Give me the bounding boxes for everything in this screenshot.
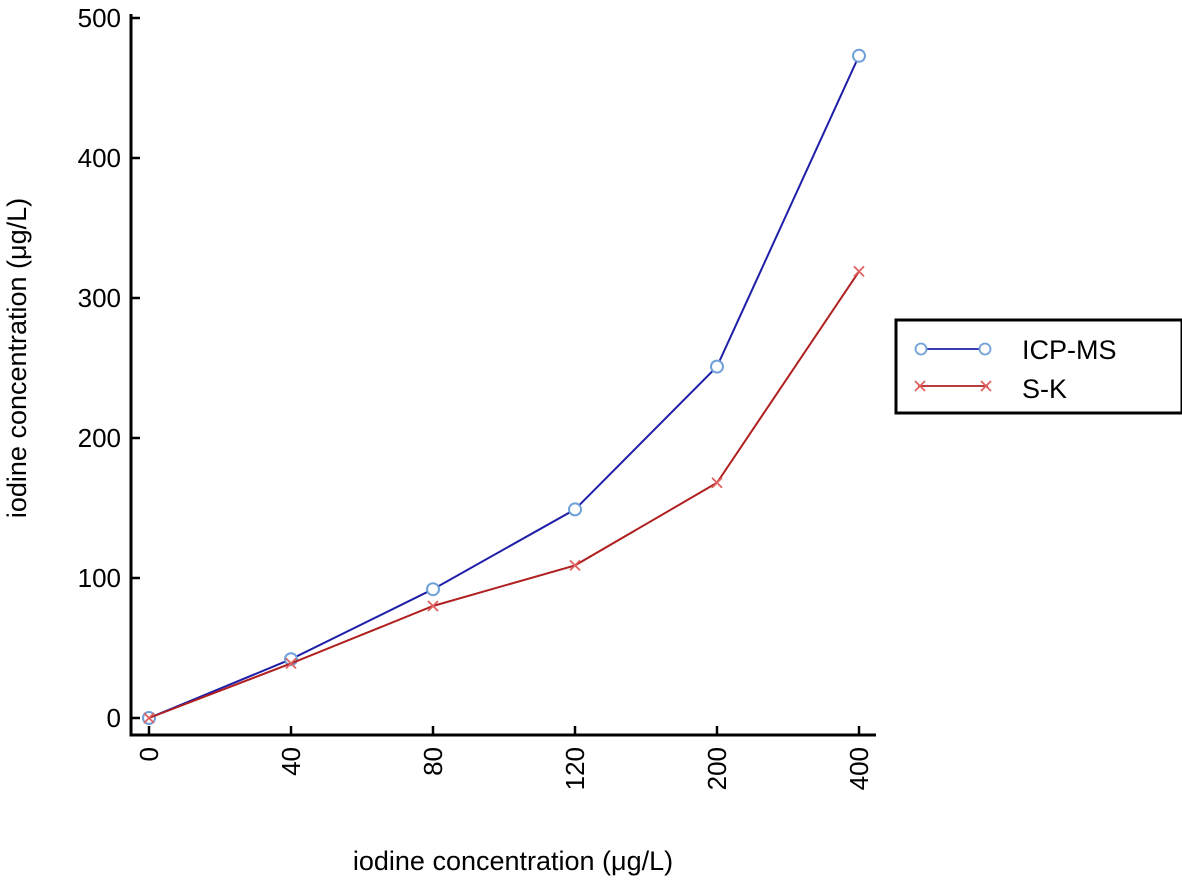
series-s-k <box>143 265 865 724</box>
data-point-s-k <box>285 657 297 670</box>
data-point-s-k <box>711 477 723 489</box>
series-line-s-k <box>148 270 860 719</box>
series-line-icp-ms <box>148 55 860 719</box>
x-tick-label: 40 <box>276 747 306 776</box>
data-point-s-k <box>427 600 439 612</box>
legend-marker-s-k <box>980 380 992 392</box>
y-tick-label: 300 <box>78 283 121 313</box>
y-tick-label: 500 <box>78 3 121 33</box>
x-tick-label: 0 <box>134 747 164 761</box>
data-point-icp-ms <box>710 359 724 374</box>
y-tick-label: 0 <box>107 703 121 733</box>
legend-label-s-k: S-K <box>1022 374 1067 404</box>
y-tick-label: 200 <box>78 423 121 453</box>
x-tick-label: 80 <box>418 747 448 776</box>
axes <box>129 14 876 737</box>
legend: ICP-MS S-K <box>894 318 1182 415</box>
data-point-icp-ms <box>426 582 440 597</box>
x-tick-label: 200 <box>702 747 732 790</box>
data-point-icp-ms <box>568 502 582 517</box>
y-tick-label: 100 <box>78 563 121 593</box>
x-tick-label: 400 <box>844 747 874 790</box>
data-point-s-k <box>569 559 581 572</box>
legend-marker-icp-ms <box>914 342 928 356</box>
legend-marker-s-k <box>914 380 926 392</box>
y-axis-title: iodine concentration (μg/L) <box>2 198 32 518</box>
data-point-s-k <box>853 265 865 278</box>
y-tick-label: 400 <box>78 143 121 173</box>
series-icp-ms <box>142 48 866 725</box>
data-point-icp-ms <box>852 48 866 63</box>
legend-box <box>894 318 1182 415</box>
legend-marker-icp-ms <box>978 342 992 356</box>
data-point-s-k <box>143 712 155 724</box>
legend-label-icp-ms: ICP-MS <box>1022 335 1117 365</box>
x-axis-title: iodine concentration (μg/L) <box>353 846 673 876</box>
y-tick-labels: 0 100 200 300 400 500 <box>78 3 121 733</box>
series-layer <box>142 48 866 725</box>
x-tick-label: 120 <box>560 747 590 790</box>
x-tick-labels: 0 40 80 120 200 400 <box>134 747 874 790</box>
